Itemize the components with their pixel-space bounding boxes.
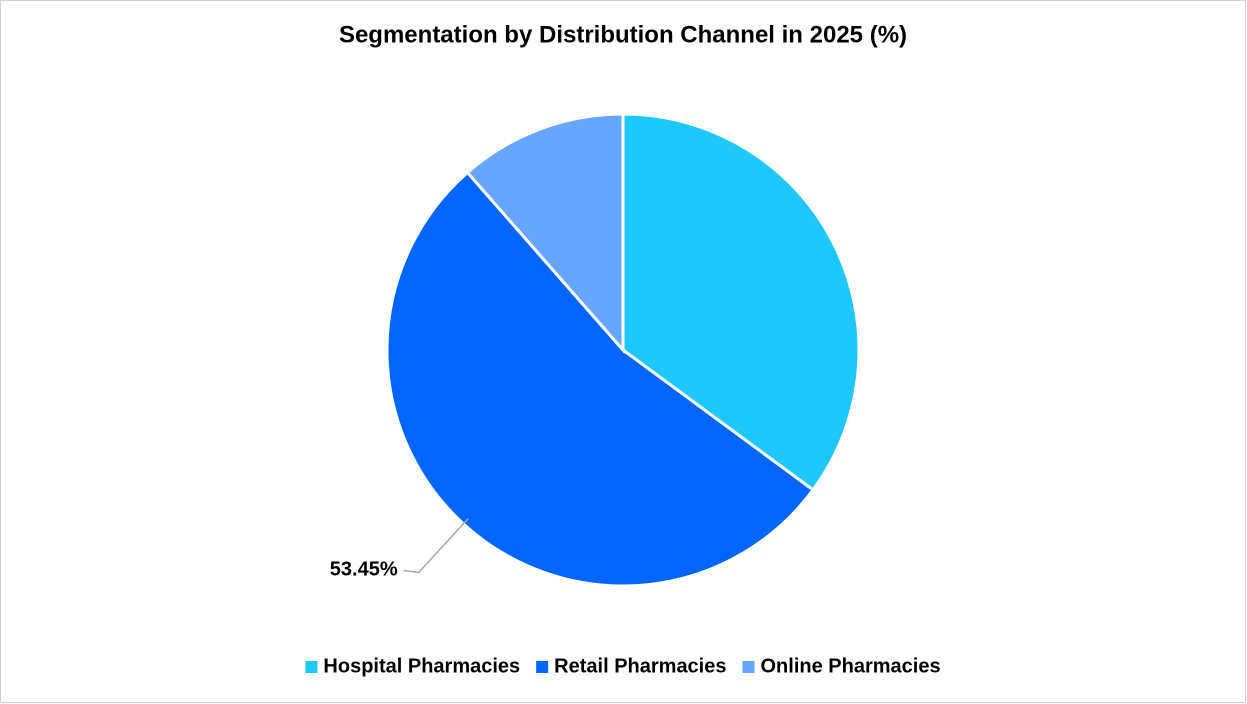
legend-label: Online Pharmacies xyxy=(761,655,941,677)
pie-slice xyxy=(621,112,861,493)
leader-line xyxy=(403,518,469,574)
legend-swatch xyxy=(536,661,549,673)
chart-title: Segmentation by Distribution Channel in … xyxy=(339,21,907,48)
legend-label: Hospital Pharmacies xyxy=(323,655,520,677)
legend-swatch xyxy=(305,661,318,673)
legend-swatch xyxy=(742,661,755,673)
legend-label: Retail Pharmacies xyxy=(554,655,726,677)
pie-slice xyxy=(465,112,625,354)
data-label: 53.45% xyxy=(330,559,398,581)
